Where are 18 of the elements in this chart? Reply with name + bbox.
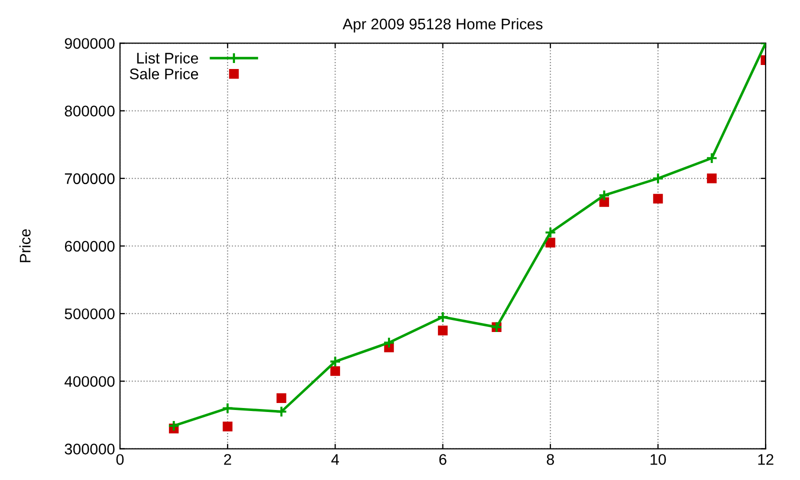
x-tick-label: 0 — [116, 454, 124, 465]
x-tick-label: 10 — [650, 454, 666, 465]
y-tick-label: 600000 — [64, 240, 115, 252]
y-tick-label: 400000 — [64, 376, 115, 387]
chart-title: Apr 2009 95128 Home Prices — [342, 18, 542, 32]
y-axis-title: Price — [19, 229, 31, 262]
x-tick-label: 8 — [546, 454, 554, 465]
legend-label: List Price — [137, 52, 198, 64]
x-tick-label: 2 — [224, 454, 232, 465]
x-tick-label: 12 — [758, 454, 774, 465]
legend-label: Sale Price — [130, 68, 198, 80]
y-tick-label: 300000 — [64, 444, 115, 454]
y-tick-label: 700000 — [64, 173, 115, 184]
y-tick-label: 900000 — [64, 38, 115, 49]
x-tick-label: 4 — [331, 454, 339, 465]
y-tick-label: 800000 — [64, 106, 115, 116]
x-tick-label: 6 — [439, 454, 446, 465]
y-tick-label: 500000 — [64, 308, 115, 320]
